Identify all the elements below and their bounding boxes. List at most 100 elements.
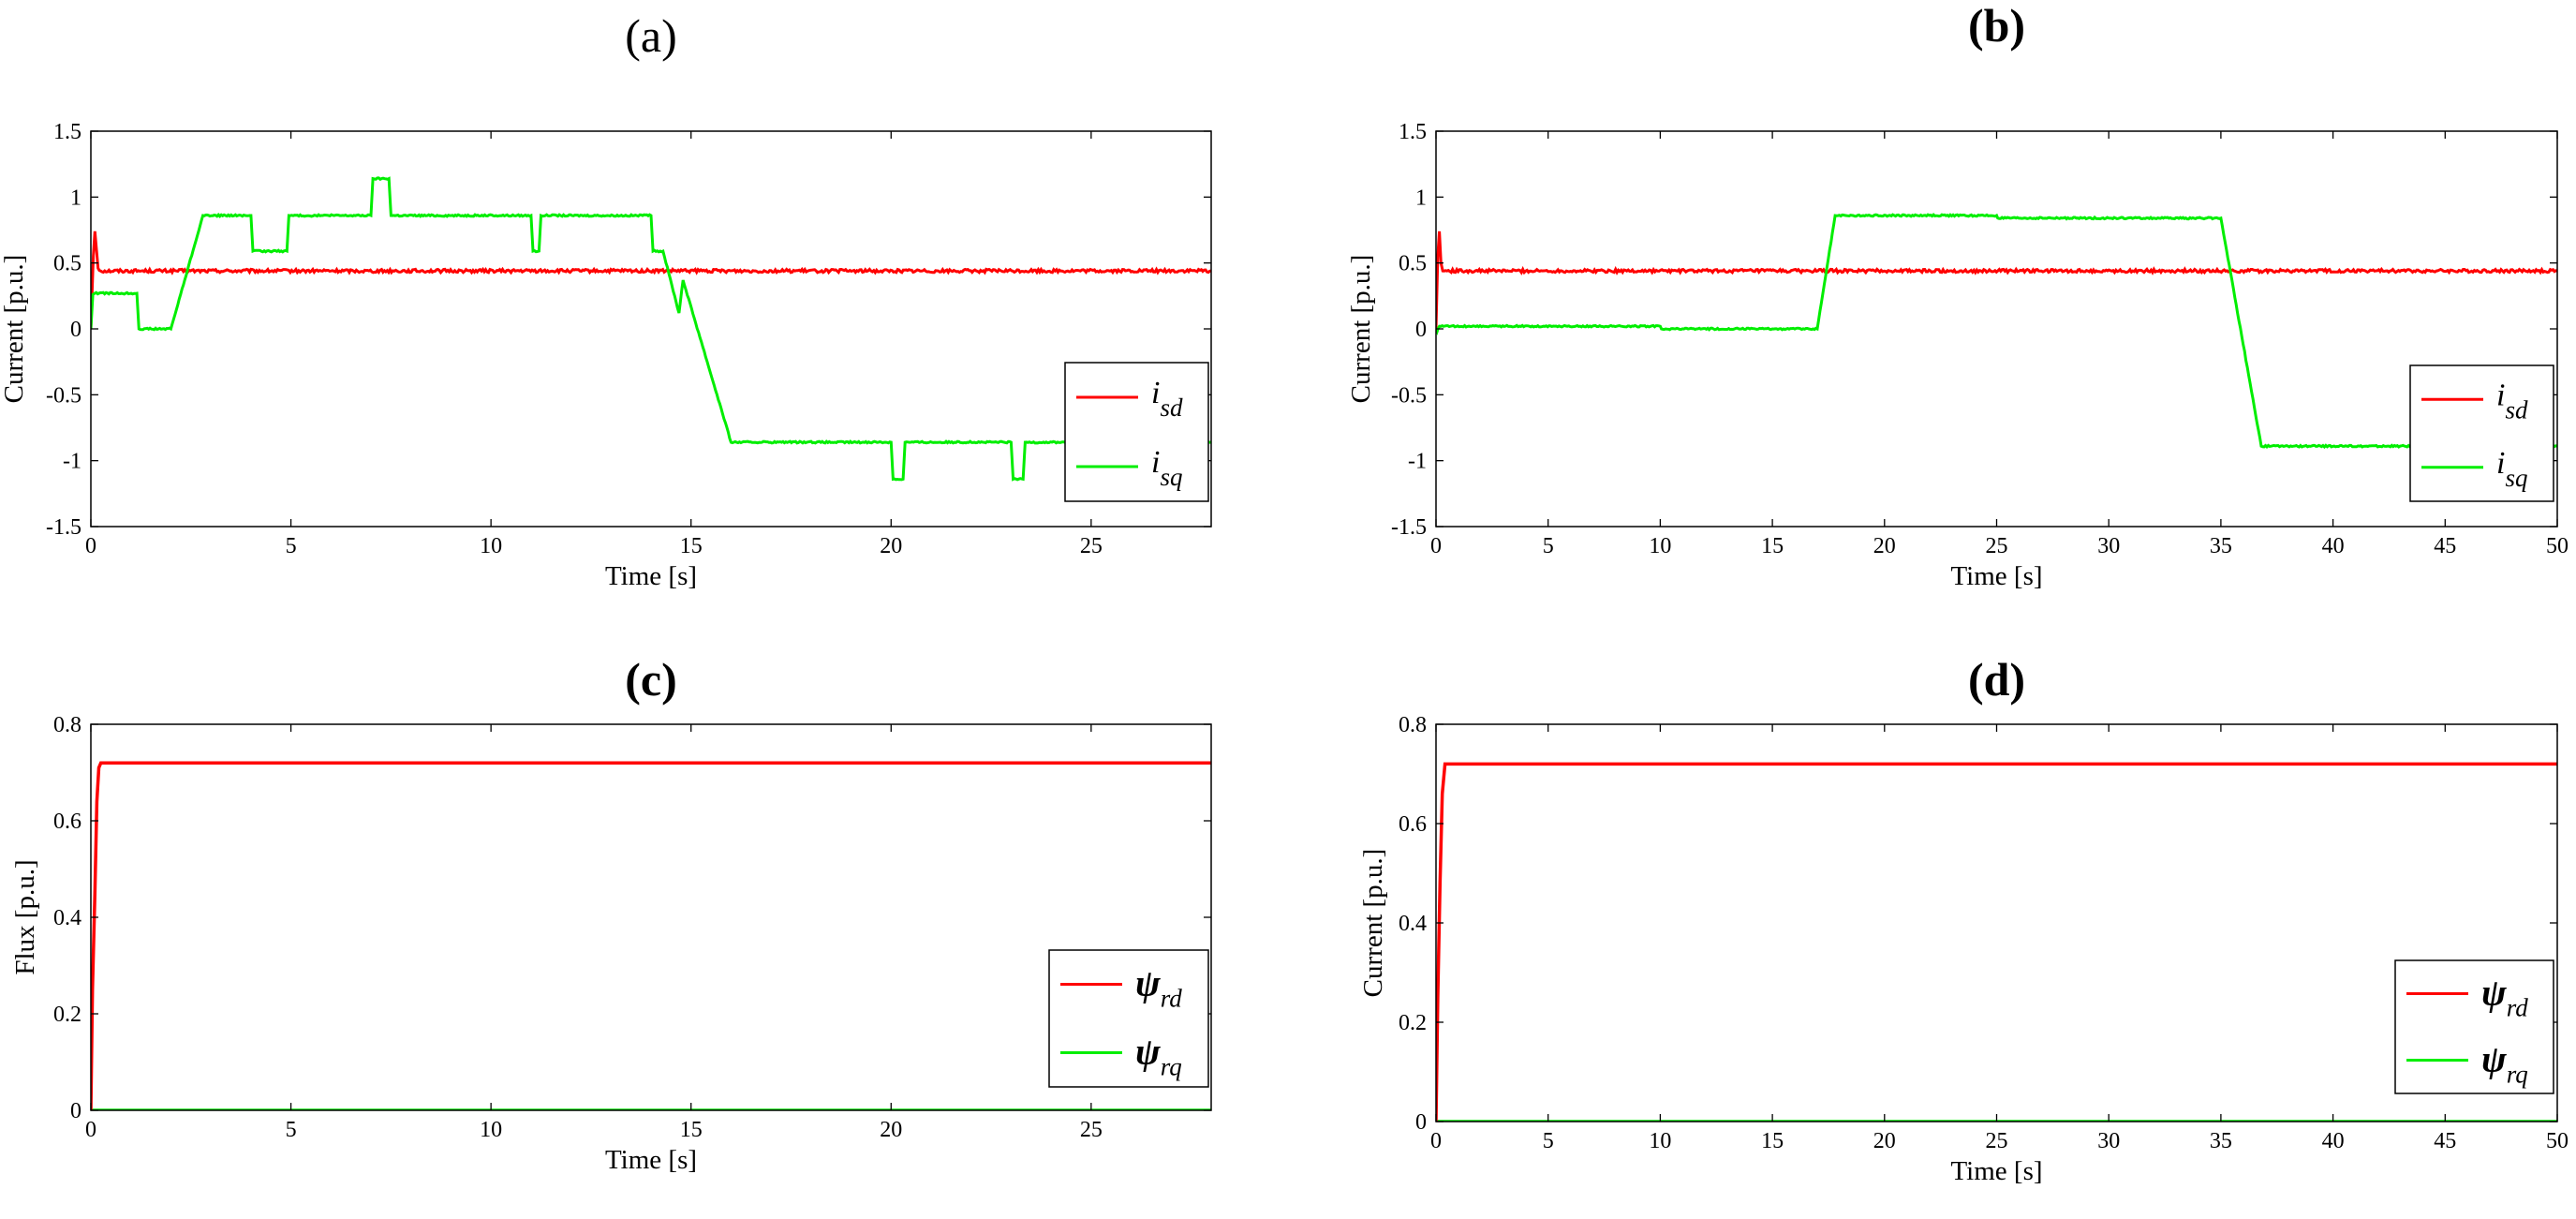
x-tick-label: 20 (1873, 1129, 1896, 1153)
y-tick-label: -1.5 (1391, 515, 1427, 540)
series-line-sd-1 (91, 176, 1211, 482)
x-tick-label: 20 (1873, 534, 1896, 558)
y-tick-label: -1 (1408, 450, 1427, 474)
y-tick-label: 1 (70, 186, 81, 210)
x-axis-title: Time [s] (605, 561, 697, 591)
y-tick-label: 0 (70, 1099, 81, 1123)
chart-panel-a: (a) 0 5 10 15 20 25 -1.5 -1 -0.5 0 0.5 1 1.5 Time [s] C… (0, 9, 1212, 591)
x-tick-label: 35 (2210, 534, 2232, 558)
x-tick-label: 50 (2546, 534, 2569, 558)
x-tick-label: 25 (1080, 1118, 1103, 1142)
legend-subscript: rd (2507, 994, 2529, 1022)
x-tick-label: 30 (2097, 534, 2120, 558)
y-tick-label: 0.6 (1399, 812, 1427, 837)
x-tick-label: 25 (1080, 534, 1103, 558)
x-tick-label: 45 (2434, 1129, 2456, 1153)
x-tick-label: 20 (880, 534, 902, 558)
x-tick-label: 5 (1543, 1129, 1554, 1153)
y-axis-title: Flux [p.u.] (10, 859, 40, 974)
x-tick-label: 0 (85, 534, 96, 558)
plot-frame (1435, 723, 2558, 1122)
x-tick-label: 5 (1543, 534, 1554, 558)
x-tick-label: 40 (2322, 534, 2345, 558)
chart-panel-d: (d) 0 5 10 15 20 25 30 35 40 45 50 0 0.2 0.4 0.6 0.8 Time… (1358, 653, 2569, 1186)
y-tick-label: 1.5 (1399, 120, 1427, 144)
y-tick-label: 0 (1415, 318, 1427, 342)
legend-symbol: i (2496, 378, 2505, 412)
x-tick-label: 40 (2322, 1129, 2345, 1153)
x-axis-title: Time [s] (1950, 561, 2042, 591)
legend-symbol: ψ (1135, 1031, 1161, 1073)
plot-frame (90, 130, 1212, 528)
legend-subscript: rq (2507, 1061, 2528, 1089)
legend-entry: isq (1151, 445, 1182, 491)
y-tick-label: -0.5 (46, 383, 81, 408)
x-tick-label: 35 (2210, 1129, 2232, 1153)
y-tick-label: 0.2 (53, 1003, 81, 1027)
legend-subscript: sq (2505, 464, 2527, 492)
x-tick-label: 10 (480, 1118, 502, 1142)
legend-entry: ψrq (2481, 1038, 2528, 1089)
x-tick-label: 45 (2434, 534, 2456, 558)
x-tick-label: 15 (1761, 534, 1784, 558)
legend-entry: ψrq (1135, 1031, 1182, 1081)
legend-entry: isd (2496, 378, 2528, 424)
plot-frame (1435, 130, 2558, 528)
panel-label: (a) (625, 9, 677, 62)
legend-subscript: sq (1160, 463, 1182, 491)
y-tick-label: 0.5 (53, 252, 81, 276)
panel-label: (d) (1968, 653, 2025, 706)
series-line-rd-1 (91, 761, 1211, 1110)
legend-symbol: ψ (2481, 1038, 2507, 1080)
legend-symbol: i (2496, 446, 2505, 481)
legend-entry: isd (1151, 376, 1183, 422)
y-tick-label: 1.5 (53, 120, 81, 144)
legend-entry: isq (2496, 446, 2527, 492)
x-tick-label: 0 (85, 1118, 96, 1142)
y-tick-label: 0.8 (53, 713, 81, 737)
legend-symbol: ψ (2481, 972, 2507, 1014)
y-axis-title: Current [p.u.] (0, 255, 29, 404)
y-tick-label: -1 (63, 450, 81, 474)
x-tick-label: 30 (2097, 1129, 2120, 1153)
legend-subscript: sd (1160, 394, 1183, 422)
y-tick-label: 1 (1415, 186, 1427, 210)
chart-panel-b: (b) 0 5 10 15 20 25 30 35 40 45 50 -1.5 -1 -0.5 0 0.5 1 1.… (1346, 0, 2569, 591)
panel-label: (b) (1968, 0, 2025, 52)
y-tick-label: 0.5 (1399, 252, 1427, 276)
x-tick-label: 0 (1430, 534, 1442, 558)
x-tick-label: 5 (286, 534, 297, 558)
y-tick-label: -0.5 (1391, 383, 1427, 408)
legend-entry: ψrd (1135, 962, 1182, 1013)
legend-subscript: rq (1161, 1053, 1182, 1081)
x-tick-label: 25 (1986, 1129, 2008, 1153)
series-line-sd-1 (1436, 213, 2557, 450)
x-tick-label: 5 (286, 1118, 297, 1142)
y-tick-label: -1.5 (46, 515, 81, 540)
legend-symbol: i (1151, 376, 1160, 410)
x-tick-label: 25 (1986, 534, 2008, 558)
x-tick-label: 10 (1649, 1129, 1671, 1153)
legend-symbol: ψ (1135, 962, 1161, 1004)
legend-box (1064, 362, 1209, 502)
chart-panel-c: (c) 0 5 10 15 20 25 0 0.2 0.4 0.6 0.8 Time [s] Flux [… (10, 653, 1212, 1175)
y-tick-label: 0.2 (1399, 1011, 1427, 1035)
y-axis-title: Current [p.u.] (1358, 849, 1388, 998)
x-axis-title: Time [s] (605, 1145, 697, 1175)
x-tick-label: 50 (2546, 1129, 2569, 1153)
legend-entry: ψrd (2481, 972, 2528, 1022)
y-tick-label: 0 (70, 318, 81, 342)
series-line-rd-1 (1436, 762, 2557, 1122)
legend-symbol: i (1151, 445, 1160, 480)
legend-box (2394, 959, 2554, 1094)
x-tick-label: 10 (480, 534, 502, 558)
x-tick-label: 15 (680, 1118, 703, 1142)
y-tick-label: 0.4 (1399, 912, 1427, 936)
x-tick-label: 10 (1649, 534, 1671, 558)
legend-subscript: rd (1161, 985, 1183, 1013)
x-tick-label: 0 (1430, 1129, 1442, 1153)
